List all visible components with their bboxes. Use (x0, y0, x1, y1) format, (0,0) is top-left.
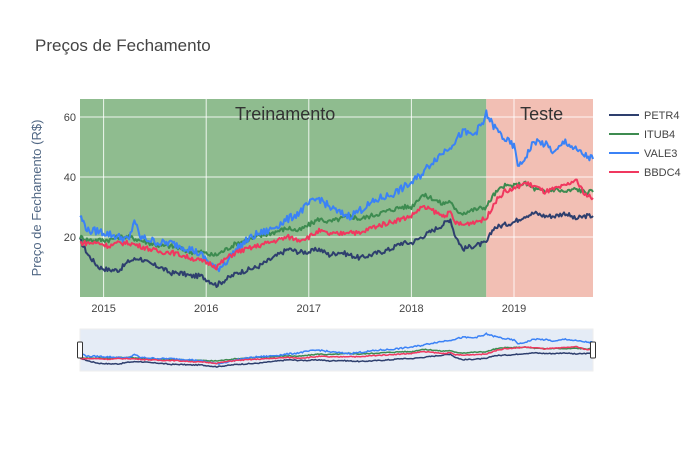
x-tick-label: 2016 (194, 303, 218, 315)
x-tick-label: 2017 (297, 303, 321, 315)
range-slider-line-vale3 (79, 332, 594, 365)
legend-label: PETR4 (644, 110, 679, 122)
series-line-bbdc4 (79, 178, 594, 271)
legend-item-bbdc4[interactable]: BBDC4 (609, 167, 681, 179)
region-label-teste: Teste (520, 104, 563, 124)
legend-item-vale3[interactable]: VALE3 (609, 148, 677, 160)
legend[interactable]: PETR4 ITUB4 VALE3 BBDC4 (609, 110, 681, 179)
range-slider-right-handle[interactable] (590, 341, 596, 359)
series-line-vale3 (79, 109, 594, 273)
x-tick-label: 2018 (399, 303, 423, 315)
region-label-treinamento: Treinamento (235, 104, 335, 124)
region-teste (486, 99, 593, 297)
y-tick-label: 40 (64, 172, 76, 184)
range-slider[interactable] (77, 328, 596, 372)
range-slider-background (79, 328, 594, 372)
chart-title: Preços de Fechamento (35, 36, 211, 55)
legend-label: ITUB4 (644, 129, 675, 141)
x-tick-label: 2019 (502, 303, 526, 315)
legend-item-itub4[interactable]: ITUB4 (609, 129, 675, 141)
y-axis-label: Preço de Fechamento (R$) (29, 120, 44, 277)
range-slider-left-handle[interactable] (77, 341, 83, 359)
x-tick-label: 2015 (91, 303, 115, 315)
legend-label: BBDC4 (644, 167, 681, 179)
legend-item-petr4[interactable]: PETR4 (609, 110, 679, 122)
range-slider-line-bbdc4 (80, 345, 594, 365)
y-tick-label: 20 (64, 232, 76, 244)
y-tick-label: 60 (64, 112, 76, 124)
series-line-petr4 (79, 210, 594, 288)
main-plot: Treinamento Teste 2015 2016 2017 2018 2019 20 40… (64, 99, 594, 315)
legend-label: VALE3 (644, 148, 677, 160)
series-line-itub4 (79, 180, 594, 257)
region-treinamento (80, 99, 487, 297)
range-slider-line-petr4 (79, 351, 594, 368)
